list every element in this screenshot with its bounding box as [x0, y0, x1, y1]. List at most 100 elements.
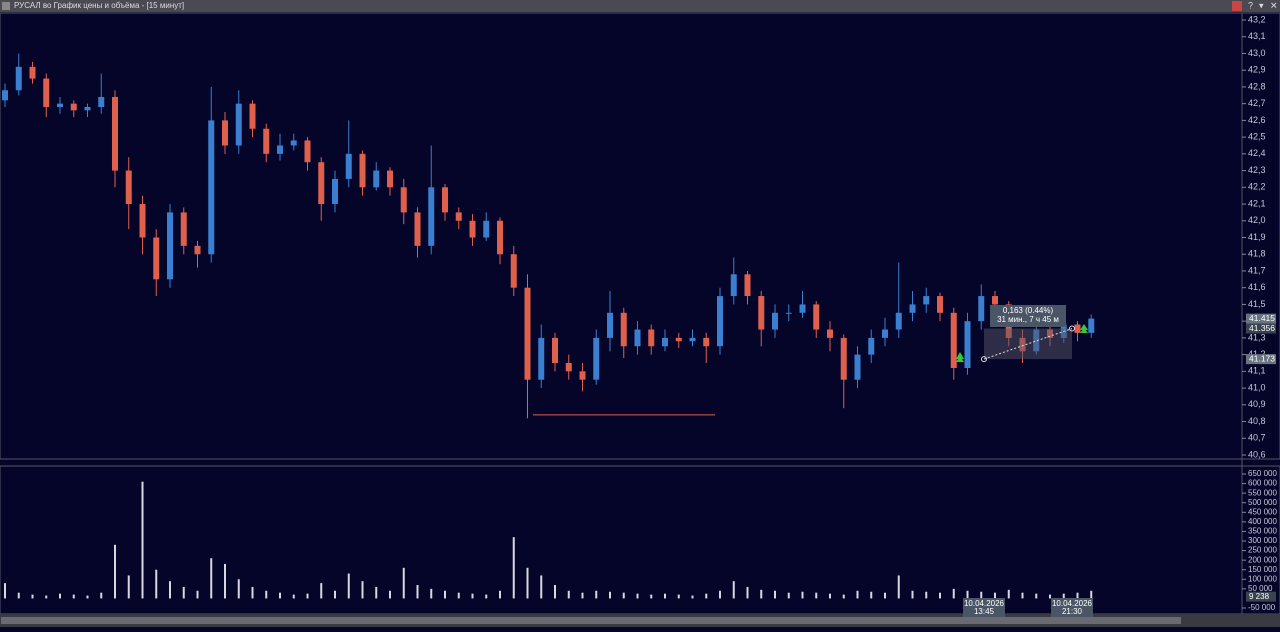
- window-title: РУСАЛ во График цены и объёма - [15 мину…: [14, 1, 184, 10]
- candle-body: [634, 329, 641, 347]
- volume-panel: [0, 465, 1280, 615]
- volume-bar: [306, 593, 309, 599]
- candle-body: [937, 296, 943, 313]
- price-marker-label: 41.356: [1249, 323, 1275, 333]
- volume-bar: [1035, 593, 1038, 599]
- y-tick-label: 41,2: [1248, 349, 1266, 359]
- y-tick-label: 41,9: [1248, 232, 1266, 242]
- candle-body: [249, 103, 256, 129]
- time-label-date: 10.04.2026: [1052, 599, 1093, 608]
- volume-bar: [787, 592, 790, 599]
- candle-body: [978, 296, 985, 322]
- volume-bar: [457, 592, 460, 599]
- candle-body: [43, 78, 50, 107]
- volume-bar: [595, 590, 598, 599]
- candle-body: [2, 90, 8, 101]
- candle-body: [895, 312, 902, 330]
- candle-body: [332, 178, 338, 205]
- tool-button[interactable]: [1232, 1, 1242, 11]
- candle-body: [235, 103, 242, 146]
- y-tick-label: 200 000: [1248, 555, 1277, 564]
- candle-body: [565, 362, 572, 372]
- range-label: 0,163 (0.44%): [1003, 306, 1054, 315]
- volume-bar: [169, 581, 171, 599]
- volume-bar: [334, 590, 336, 599]
- candle-body: [813, 304, 820, 330]
- candle-body: [717, 296, 723, 347]
- range-time: 31 мин., 7 ч 45 м: [997, 315, 1059, 324]
- candle-body: [758, 296, 765, 330]
- y-tick-label: 40,9: [1248, 399, 1266, 409]
- candle-body: [70, 103, 77, 111]
- volume-bar: [182, 586, 185, 599]
- volume-bar: [870, 591, 873, 599]
- volume-bar: [444, 590, 446, 599]
- volume-bar: [320, 583, 323, 599]
- volume-bar: [59, 593, 61, 599]
- volume-bar: [801, 591, 804, 599]
- volume-bar: [237, 579, 240, 599]
- y-tick-label: 42,4: [1248, 148, 1266, 158]
- candle-body: [497, 220, 503, 255]
- volume-bar: [279, 592, 281, 599]
- volume-bar: [677, 594, 680, 599]
- volume-bar: [554, 585, 556, 599]
- candle-body: [744, 274, 751, 297]
- candle-body: [579, 371, 586, 380]
- y-tick-label: 40,6: [1248, 449, 1266, 459]
- volume-bar: [31, 594, 34, 599]
- y-tick-label: 41,7: [1248, 265, 1266, 275]
- candle-body: [153, 237, 160, 280]
- volume-bar: [842, 594, 845, 599]
- y-tick-label: 41,6: [1248, 282, 1266, 292]
- candle-body: [689, 337, 696, 342]
- scroll-thumb[interactable]: [1, 617, 1181, 624]
- candle-body: [318, 162, 325, 205]
- menu-button[interactable]: ▾: [1259, 0, 1264, 10]
- candle-body: [387, 170, 393, 188]
- candle-body: [620, 312, 627, 347]
- candle-body: [304, 140, 311, 163]
- candle-body: [827, 329, 833, 338]
- volume-bar: [416, 585, 419, 599]
- candle-body: [882, 329, 888, 338]
- candle-body: [854, 354, 861, 380]
- y-tick-label: 650 000: [1248, 469, 1277, 478]
- volume-bar: [499, 590, 501, 599]
- candle-body: [29, 66, 36, 79]
- y-tick-label: 43,0: [1248, 48, 1266, 58]
- price-panel: [0, 12, 1280, 460]
- candle-body: [469, 220, 476, 238]
- y-tick-label: 41,3: [1248, 332, 1266, 342]
- y-tick-label: 300 000: [1248, 536, 1277, 545]
- help-button[interactable]: ?: [1248, 0, 1253, 10]
- volume-bar: [210, 558, 213, 599]
- volume-bar: [952, 588, 955, 599]
- candle-body: [194, 245, 201, 255]
- close-button[interactable]: ✕: [1270, 0, 1278, 10]
- y-tick-label: 42,1: [1248, 198, 1266, 208]
- candle-body: [98, 96, 105, 107]
- trend-line: [983, 328, 1073, 360]
- candle-body: [662, 337, 668, 347]
- buy-signal: [956, 352, 964, 362]
- volume-bar: [636, 593, 639, 599]
- volume-bar: [375, 586, 378, 599]
- y-tick-label: 42,2: [1248, 182, 1266, 192]
- price-marker: [1246, 313, 1276, 324]
- candle-body: [139, 204, 146, 238]
- volume-bar: [389, 590, 391, 599]
- candle-body: [538, 337, 545, 380]
- candle-body: [483, 220, 490, 238]
- y-tick-label: 43,1: [1248, 31, 1266, 41]
- time-label-box: [963, 598, 1005, 617]
- candle-body: [15, 66, 22, 91]
- volume-bar: [114, 544, 116, 599]
- price-marker: [1246, 323, 1276, 334]
- candle-body: [359, 153, 366, 188]
- volume-bar: [1090, 590, 1093, 599]
- price-marker: [1246, 354, 1276, 365]
- y-tick-label: 42,3: [1248, 165, 1266, 175]
- y-tick-label: 41,0: [1248, 382, 1266, 392]
- candle-body: [730, 274, 737, 297]
